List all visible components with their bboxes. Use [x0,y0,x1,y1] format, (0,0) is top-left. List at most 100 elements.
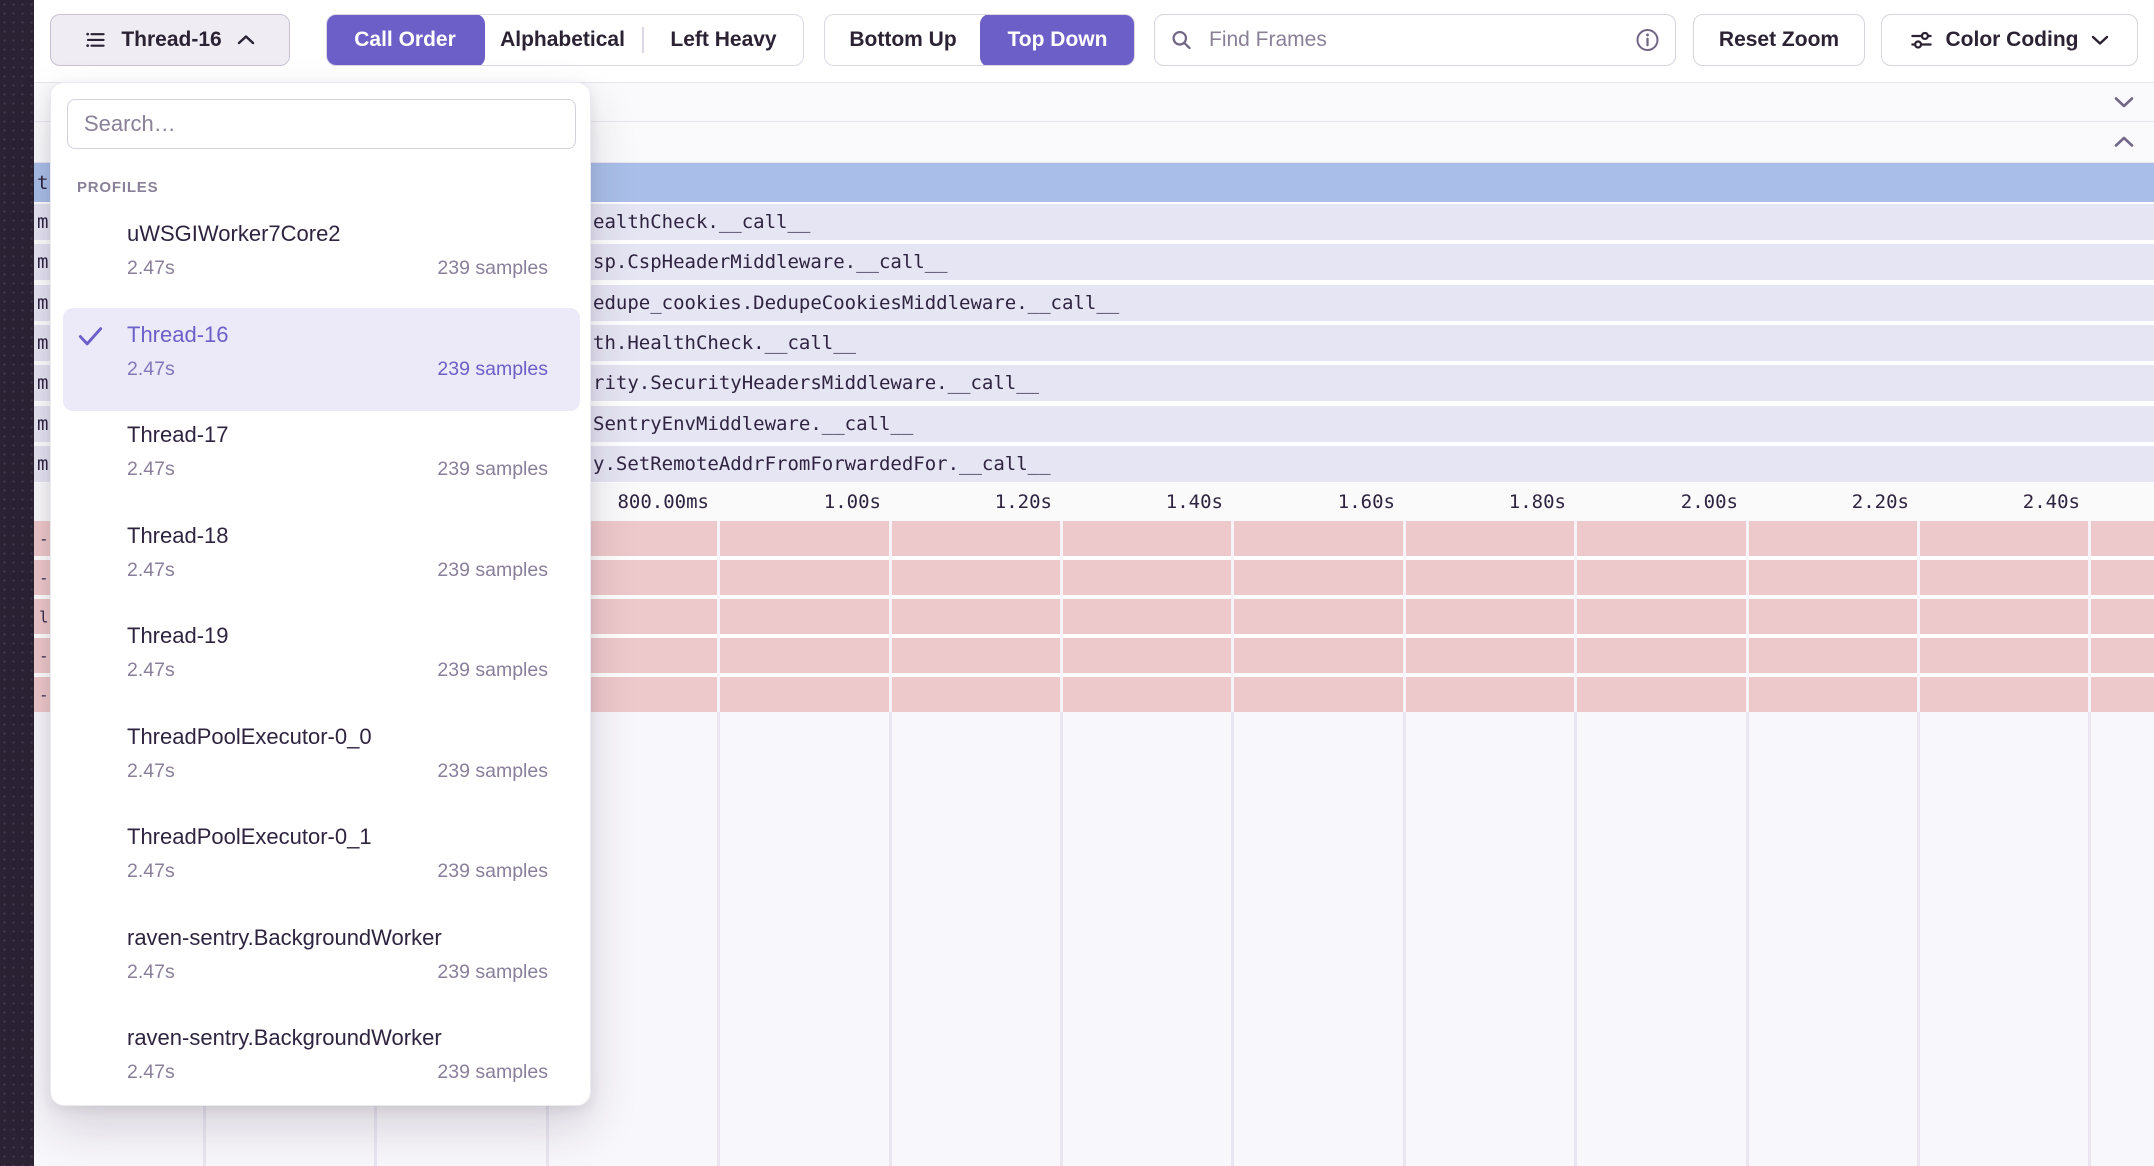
color-coding-button[interactable]: Color Coding [1881,14,2138,66]
profile-item-samples: 239 samples [437,960,548,983]
time-axis-tick-label: 1.20s [994,491,1052,513]
find-frames-wrap [1154,14,1676,66]
time-gridline [889,712,892,1166]
direction-option-bottom-up[interactable]: Bottom Up [849,28,957,51]
reset-zoom-button[interactable]: Reset Zoom [1693,14,1865,66]
flame-frame-label: edupe_cookies.DedupeCookiesMiddleware.__… [593,291,1120,314]
profile-item-name: Thread-18 [127,522,229,548]
profile-item-duration: 2.47s [127,357,175,380]
info-icon[interactable] [1635,28,1660,53]
profile-list-item-thread-17[interactable]: Thread-17 2.47s 239 samples [51,412,592,513]
profile-list-item-raven-sentry-backgroundworker[interactable]: raven-sentry.BackgroundWorker 2.47s 239 sa… [51,915,592,1016]
time-gridline [1574,521,1577,712]
list-icon [84,29,107,52]
find-frames-input[interactable] [1154,14,1676,66]
flame-frame-label-sliver: m [37,211,49,233]
sliders-icon [1909,28,1934,53]
profile-item-duration: 2.47s [127,558,175,581]
profile-list-item-uwsgiworker7core2[interactable]: uWSGIWorker7Core2 2.47s 239 samples [51,211,592,312]
profile-item-samples: 239 samples [437,759,548,782]
thread-selector-label: Thread-16 [121,28,222,51]
profile-list-item-threadpoolexecutor-0-0[interactable]: ThreadPoolExecutor-0_0 2.47s 239 samples [51,714,592,815]
profile-item-name: uWSGIWorker7Core2 [127,221,341,246]
time-axis-tick-label: 800.00ms [617,491,709,513]
time-gridline [1403,712,1406,1166]
profile-item-samples: 239 samples [437,1061,548,1083]
profile-item-name: Thread-17 [127,422,229,447]
flame-frame-label: ealthCheck.__call__ [593,211,811,233]
time-axis-tick-label: 2.00s [1680,491,1738,513]
profile-item-samples: 239 samples [437,257,548,279]
sort-order-segmented-control: Call Order Alphabetical Left Heavy [326,14,804,66]
profile-item-name: Thread-19 [127,623,229,648]
color-coding-label: Color Coding [1945,28,2079,51]
profile-list-item-thread-19[interactable]: Thread-19 2.47s 239 samples [51,613,592,714]
thread-selector-button[interactable]: Thread-16 [50,14,290,66]
time-gridline [1746,521,1749,712]
search-icon [1170,29,1193,52]
flame-frame-label-sliver: - [39,685,49,704]
flame-frame-label: th.HealthCheck.__call__ [593,331,857,354]
flamegraph-toolbar: Thread-16 Call Order Alphabetical Left Hea… [34,0,2154,82]
time-gridline [1917,712,1920,1166]
time-axis-tick-label: 1.40s [1165,491,1223,513]
time-gridline [889,521,892,712]
flame-frame-label: sp.CspHeaderMiddleware.__call__ [593,251,948,274]
profile-item-duration: 2.47s [127,458,175,480]
time-gridline [1060,521,1063,712]
flame-frame-label-sliver: m [37,331,49,354]
time-axis-tick-label: 1.80s [1508,491,1566,513]
flame-frame-label: t [37,171,49,194]
flame-frame-label-sliver: m [37,372,49,395]
profile-item-samples: 239 samples [437,357,548,380]
sort-option-alphabetical[interactable]: Alphabetical [500,28,625,51]
flame-frame-label-sliver: - [39,529,49,548]
flame-frame-label: SentryEnvMiddleware.__call__ [593,412,914,435]
chevron-down-icon[interactable] [2112,94,2136,110]
time-gridline [1746,712,1749,1166]
profile-item-duration: 2.47s [127,659,175,681]
flame-frame-label-sliver: l [39,607,49,626]
chevron-down-icon [2090,33,2110,47]
flame-frame-label: rity.SecurityHeadersMiddleware.__call__ [593,372,1040,395]
segment-divider [642,27,644,53]
profile-item-samples: 239 samples [437,860,548,882]
sort-option-call-order[interactable]: Call Order [327,15,485,65]
profile-list-item-thread-18[interactable]: Thread-18 2.47s 239 samples [51,513,592,614]
app-sidebar-strip [0,0,34,1166]
profile-item-samples: 239 samples [437,659,548,681]
checkmark-icon [77,324,104,348]
profile-item-duration: 2.47s [127,257,175,279]
reset-zoom-label: Reset Zoom [1718,28,1840,51]
direction-option-top-down[interactable]: Top Down [979,15,1134,65]
profile-item-name: raven-sentry.BackgroundWorker [127,924,442,950]
flame-frame-label-sliver: m [37,251,49,274]
profile-item-name: ThreadPoolExecutor-0_1 [127,824,372,849]
profile-list-item-raven-sentry-backgroundworker[interactable]: raven-sentry.BackgroundWorker 2.47s 239 sa… [51,1015,592,1116]
profile-item-duration: 2.47s [127,960,175,983]
profile-item-name: Thread-16 [127,321,229,347]
profiles-section-label: PROFILES [77,179,159,196]
time-axis-tick-label: 2.40s [2022,491,2080,513]
dropdown-search-input[interactable] [67,99,576,149]
flame-frame-label-sliver: m [37,452,49,475]
profile-list-item-thread-16[interactable]: Thread-16 2.47s 239 samples [51,307,592,413]
time-gridline [1231,521,1234,712]
time-gridline [717,521,720,712]
time-gridline [1060,712,1063,1166]
flame-frame-label-sliver: - [39,568,49,587]
time-gridline [1574,712,1577,1166]
flame-frame-label-sliver: - [39,646,49,665]
time-gridline [1231,712,1234,1166]
time-gridline [2088,712,2091,1166]
profile-list-item-threadpoolexecutor-0-1[interactable]: ThreadPoolExecutor-0_1 2.47s 239 samples [51,814,592,915]
flame-frame-label-sliver: m [37,291,49,314]
sort-option-left-heavy[interactable]: Left Heavy [670,28,777,51]
profile-item-duration: 2.47s [127,860,175,882]
flame-frame-label-sliver: m [37,412,49,435]
profile-item-duration: 2.47s [127,1061,175,1083]
chevron-up-icon[interactable] [2112,134,2136,150]
flame-frame-label: y.SetRemoteAddrFromForwardedFor.__call__ [593,452,1051,475]
profile-item-samples: 239 samples [437,558,548,581]
profile-item-name: raven-sentry.BackgroundWorker [127,1025,442,1050]
